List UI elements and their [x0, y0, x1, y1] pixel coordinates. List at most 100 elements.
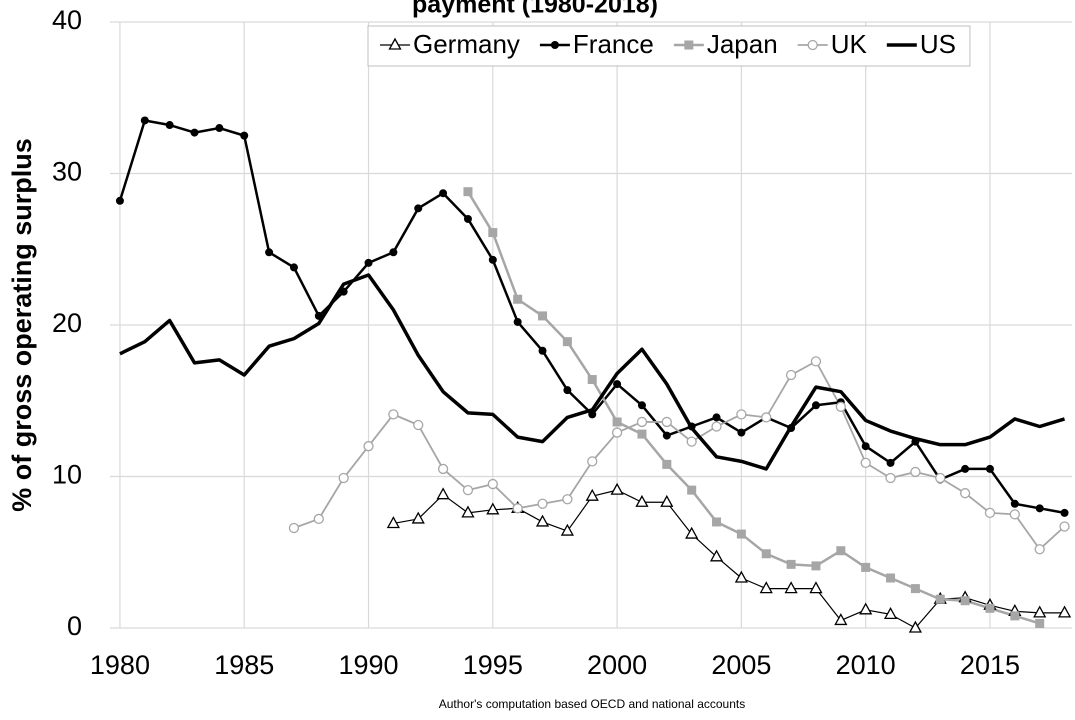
legend-label: France — [573, 29, 654, 59]
x-tick-label: 2005 — [711, 650, 771, 680]
marker — [886, 458, 895, 467]
marker — [612, 417, 622, 427]
marker — [240, 131, 249, 140]
marker — [662, 431, 671, 440]
marker — [737, 428, 746, 437]
marker — [1057, 605, 1072, 618]
marker — [388, 409, 399, 420]
marker — [535, 514, 550, 527]
marker — [1034, 544, 1045, 555]
y-axis-label: % of gross operating surplus — [7, 138, 37, 512]
marker — [637, 401, 646, 410]
marker — [685, 526, 699, 539]
marker — [836, 546, 846, 556]
marker — [883, 607, 898, 620]
marker — [437, 463, 449, 475]
marker — [1010, 499, 1019, 508]
series-line — [466, 191, 1041, 625]
marker — [414, 204, 423, 213]
marker — [686, 436, 697, 447]
marker — [364, 258, 373, 267]
marker — [910, 584, 920, 594]
marker — [165, 121, 174, 130]
marker — [960, 596, 970, 606]
marker — [562, 337, 572, 347]
series-line — [118, 119, 1065, 515]
marker — [313, 513, 324, 525]
marker — [562, 494, 573, 505]
marker — [388, 37, 402, 50]
marker — [413, 419, 424, 431]
marker — [513, 294, 523, 304]
marker — [908, 620, 922, 633]
legend-label: Germany — [413, 29, 520, 59]
marker — [538, 346, 547, 355]
marker — [886, 573, 896, 583]
source-note: Author's computation based OECD and nati… — [439, 697, 745, 711]
marker — [711, 421, 722, 432]
marker — [811, 561, 821, 571]
x-tick-label: 2015 — [960, 650, 1020, 680]
legend: Germany France Japan UK US — [367, 25, 971, 67]
marker — [487, 478, 498, 490]
marker — [959, 488, 971, 499]
marker — [463, 187, 473, 197]
marker — [785, 369, 797, 381]
marker — [411, 511, 425, 524]
marker — [687, 422, 696, 431]
y-tick-label: 20 — [52, 308, 82, 338]
legend-label: Japan — [707, 29, 778, 59]
marker — [439, 189, 448, 198]
marker — [660, 494, 674, 507]
marker — [784, 581, 798, 594]
legend-box — [367, 25, 971, 67]
marker — [363, 441, 374, 452]
marker — [389, 248, 398, 257]
marker — [811, 401, 820, 410]
marker — [786, 559, 796, 569]
x-tick-label: 1995 — [463, 650, 523, 680]
marker — [463, 214, 472, 223]
marker — [635, 494, 649, 507]
marker — [861, 562, 871, 572]
marker — [910, 466, 921, 478]
marker — [314, 311, 323, 320]
marker — [289, 263, 298, 272]
marker — [637, 429, 647, 439]
y-tick-label: 10 — [52, 460, 82, 490]
marker — [288, 522, 300, 534]
marker — [709, 549, 724, 562]
marker — [1035, 618, 1045, 628]
marker — [985, 464, 994, 473]
marker — [215, 124, 224, 133]
y-tick-label: 40 — [52, 5, 82, 35]
marker — [386, 516, 400, 529]
x-tick-label: 1985 — [214, 650, 274, 680]
marker — [265, 248, 274, 257]
marker — [734, 570, 748, 583]
marker — [861, 442, 870, 451]
legend-label: US — [920, 29, 956, 59]
marker — [513, 317, 522, 326]
marker — [115, 196, 124, 205]
marker — [809, 581, 823, 594]
marker — [810, 356, 822, 367]
marker — [538, 311, 548, 321]
x-tick-label: 1980 — [90, 650, 150, 680]
marker — [761, 412, 772, 423]
marker — [587, 375, 597, 385]
marker — [1035, 504, 1044, 513]
marker — [1010, 611, 1020, 621]
marker — [662, 459, 672, 469]
chart-title: payment (1980-2018) — [412, 0, 658, 19]
marker — [985, 603, 995, 613]
plot — [115, 116, 1072, 633]
marker — [462, 484, 474, 496]
marker — [587, 456, 598, 467]
marker — [807, 39, 818, 51]
marker — [488, 255, 497, 264]
marker — [613, 380, 622, 389]
x-tick-label: 2010 — [836, 650, 896, 680]
